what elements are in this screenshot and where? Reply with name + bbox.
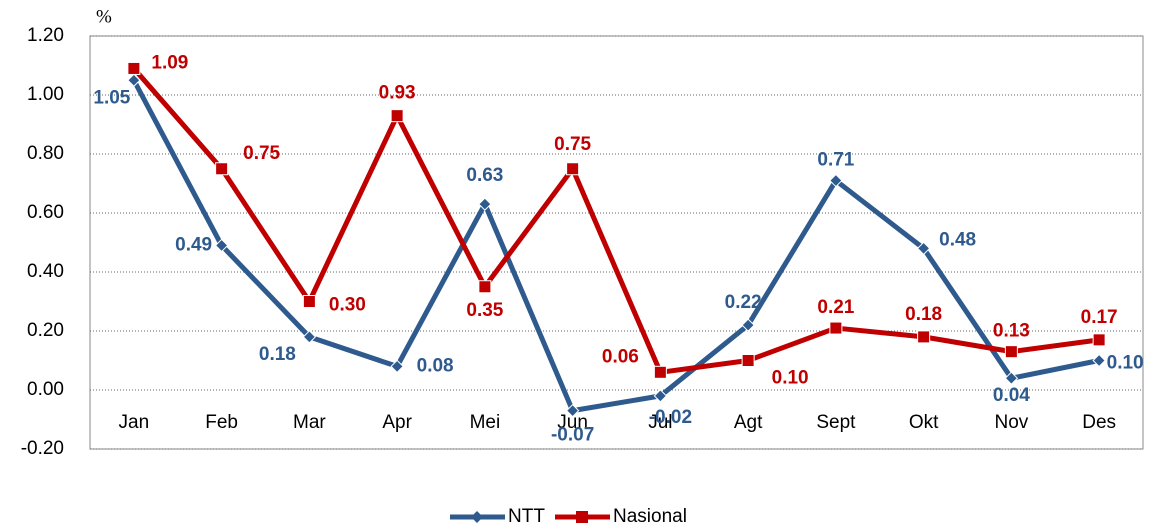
marker bbox=[741, 318, 755, 332]
data-label: 0.75 bbox=[554, 134, 591, 155]
marker bbox=[390, 359, 404, 374]
x-tick-label: Okt bbox=[909, 412, 939, 433]
y-tick-label: 1.00 bbox=[27, 84, 64, 105]
x-tick-label: Apr bbox=[382, 412, 412, 433]
x-tick-label: Nov bbox=[994, 412, 1028, 433]
marker bbox=[127, 61, 141, 75]
data-label: -0.02 bbox=[649, 407, 692, 428]
plot-area bbox=[89, 35, 1144, 450]
marker bbox=[1004, 371, 1019, 385]
marker bbox=[653, 365, 667, 379]
data-label: 0.10 bbox=[772, 368, 809, 389]
marker bbox=[478, 197, 492, 211]
y-unit: % bbox=[96, 6, 112, 27]
y-tick-label: 0.00 bbox=[27, 379, 64, 400]
marker bbox=[214, 238, 229, 253]
y-tick-label: 0.60 bbox=[27, 202, 64, 223]
marker bbox=[829, 321, 843, 335]
data-label: 0.13 bbox=[993, 321, 1030, 342]
marker bbox=[390, 109, 404, 123]
x-tick-label: Mei bbox=[470, 412, 501, 433]
marker bbox=[302, 330, 317, 344]
marker bbox=[127, 73, 141, 87]
data-label: 0.63 bbox=[466, 165, 503, 186]
series-line bbox=[131, 66, 1100, 375]
marker bbox=[1092, 353, 1106, 368]
data-label: 0.49 bbox=[175, 234, 212, 255]
y-tick-label: -0.20 bbox=[21, 438, 64, 459]
data-label: 0.22 bbox=[725, 292, 762, 313]
legend-label: NTT bbox=[508, 506, 545, 527]
data-label: 0.06 bbox=[602, 346, 639, 367]
y-tick-label: 0.20 bbox=[27, 320, 64, 341]
data-label: 0.18 bbox=[259, 344, 296, 365]
x-tick-label: Jul bbox=[648, 412, 672, 433]
marker bbox=[1092, 333, 1106, 347]
x-tick-label: Jan bbox=[119, 412, 150, 433]
y-tick-label: 0.80 bbox=[27, 143, 64, 164]
data-label: 0.10 bbox=[1107, 353, 1144, 374]
data-label: 0.18 bbox=[905, 304, 942, 325]
data-label: 0.21 bbox=[817, 297, 854, 318]
data-label: 1.09 bbox=[151, 52, 188, 73]
y-tick-label: 0.40 bbox=[27, 261, 64, 282]
x-tick-label: Sept bbox=[816, 412, 856, 433]
marker bbox=[215, 162, 229, 176]
data-label: 0.71 bbox=[817, 150, 854, 171]
data-label: 0.93 bbox=[379, 83, 416, 104]
x-tick-label: Feb bbox=[205, 412, 238, 433]
legend-marker bbox=[471, 511, 483, 523]
data-label: 0.48 bbox=[939, 229, 976, 250]
data-label: 1.05 bbox=[93, 87, 130, 108]
legend-marker bbox=[576, 511, 588, 523]
data-label: 0.35 bbox=[466, 300, 503, 321]
marker bbox=[829, 173, 843, 188]
data-label: 0.30 bbox=[329, 295, 366, 316]
marker bbox=[302, 295, 316, 308]
x-tick-label: Jun bbox=[557, 412, 588, 433]
data-label: 0.75 bbox=[243, 143, 280, 164]
series-line bbox=[131, 79, 1100, 414]
data-label: 0.17 bbox=[1081, 307, 1118, 328]
data-label: 0.08 bbox=[417, 355, 454, 376]
data-label: -0.07 bbox=[551, 425, 594, 446]
x-tick-label: Mar bbox=[293, 412, 326, 433]
legend-label: Nasional bbox=[613, 506, 687, 527]
marker bbox=[566, 162, 580, 176]
y-tick-label: 1.20 bbox=[27, 25, 64, 46]
x-tick-label: Agt bbox=[734, 412, 763, 433]
marker bbox=[565, 403, 580, 418]
marker bbox=[478, 280, 492, 294]
x-tick-label: Des bbox=[1082, 412, 1116, 433]
marker bbox=[653, 389, 668, 403]
marker bbox=[917, 330, 931, 344]
marker bbox=[1004, 345, 1018, 359]
marker bbox=[741, 354, 755, 367]
marker bbox=[916, 241, 931, 256]
data-label: 0.04 bbox=[993, 385, 1030, 406]
